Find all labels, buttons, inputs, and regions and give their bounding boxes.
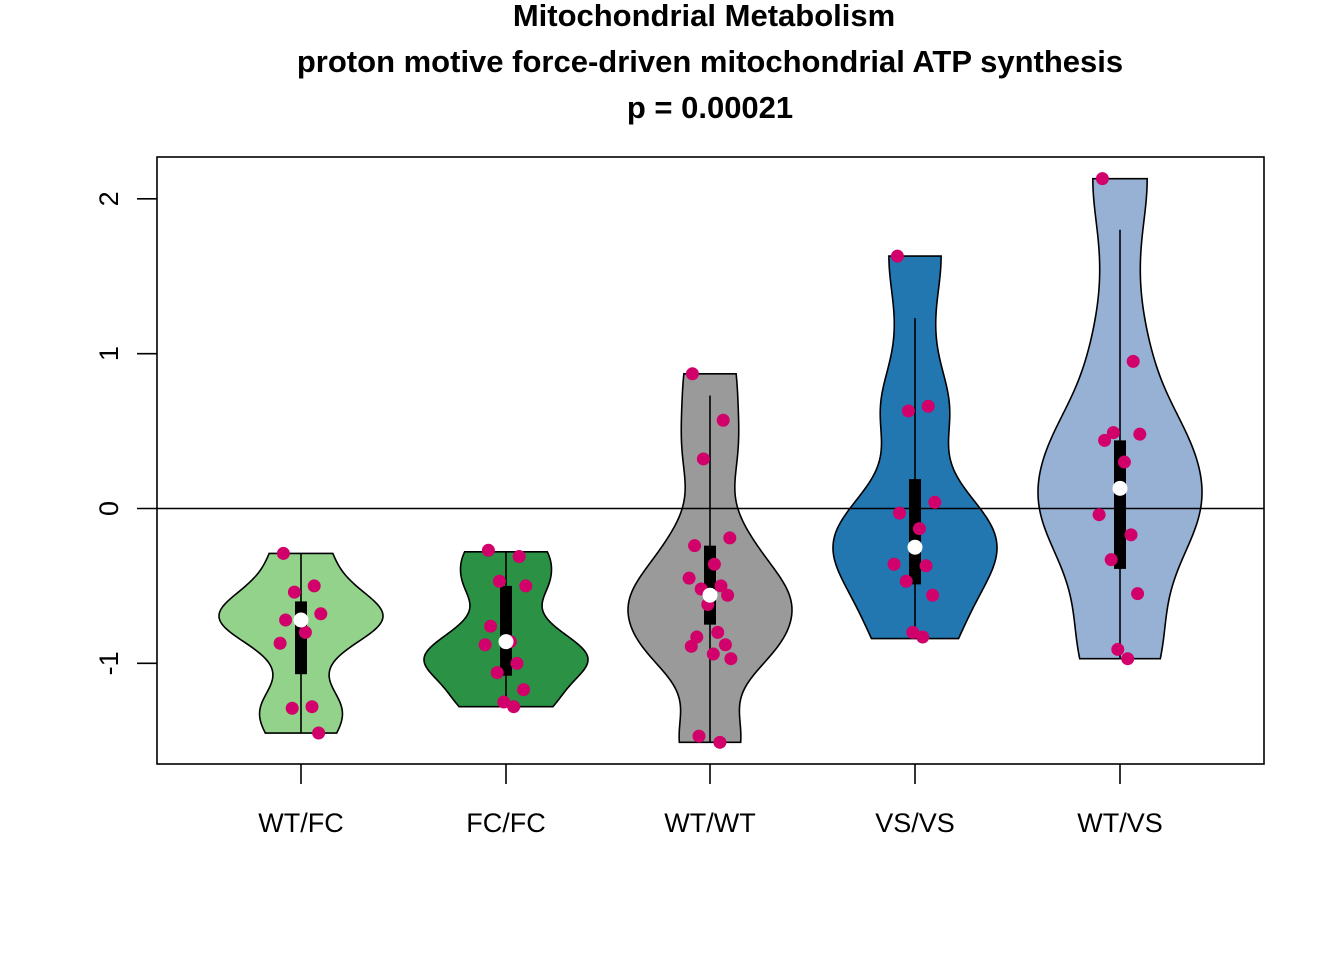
data-point: [1098, 433, 1112, 447]
data-point: [928, 495, 942, 509]
data-point: [721, 588, 735, 602]
iqr-box-wt-vs: [1114, 440, 1126, 569]
data-point: [273, 636, 287, 650]
data-point: [507, 700, 521, 714]
data-point: [685, 367, 699, 381]
data-point: [484, 619, 498, 633]
data-point: [1095, 172, 1109, 186]
data-point: [718, 638, 732, 652]
data-point: [713, 735, 727, 749]
median-marker-wt-fc: [293, 612, 309, 628]
data-point: [916, 630, 930, 644]
violin-layer: [218, 177, 1203, 744]
data-point: [899, 574, 913, 588]
x-tick-label: WT/WT: [664, 808, 755, 838]
data-point: [890, 249, 904, 263]
data-point: [696, 452, 710, 466]
y-tick-label: 1: [94, 346, 124, 361]
data-point: [926, 588, 940, 602]
data-point: [901, 404, 915, 418]
x-tick-label: FC/FC: [466, 808, 545, 838]
data-point: [688, 539, 702, 553]
data-point: [285, 701, 299, 715]
data-point: [478, 638, 492, 652]
data-point: [314, 607, 328, 621]
data-point: [724, 652, 738, 666]
data-point: [1111, 642, 1125, 656]
data-point: [279, 613, 293, 627]
data-point: [893, 506, 907, 520]
median-marker-fc-fc: [498, 634, 514, 650]
data-point: [287, 585, 301, 599]
x-tick-label: VS/VS: [875, 808, 955, 838]
data-point: [481, 543, 495, 557]
data-point: [1121, 652, 1135, 666]
data-point: [714, 579, 728, 593]
data-point: [682, 571, 696, 585]
data-point: [298, 625, 312, 639]
axes-layer: WT/FC FC/FC WT/WT VS/VS WT/VS -1 0 1 2: [94, 191, 1163, 838]
data-point: [1124, 528, 1138, 542]
y-tick-label: 0: [94, 501, 124, 516]
data-point: [723, 531, 737, 545]
data-point: [711, 625, 725, 639]
data-point: [517, 683, 531, 697]
data-point: [1117, 455, 1131, 469]
chart-title: Mitochondrial Metabolism: [513, 0, 895, 33]
data-point: [906, 625, 920, 639]
median-marker-wt-vs: [1112, 480, 1128, 496]
data-point: [706, 647, 720, 661]
data-point: [307, 579, 321, 593]
data-point: [707, 557, 721, 571]
points-layer: [273, 172, 1147, 749]
data-point: [510, 656, 524, 670]
data-point: [1106, 426, 1120, 440]
data-point: [887, 557, 901, 571]
data-point: [684, 639, 698, 653]
data-point: [497, 695, 511, 709]
data-point: [512, 550, 526, 564]
data-point: [276, 546, 290, 560]
chart-pvalue: p = 0.00021: [627, 90, 793, 125]
plot-frame: [156, 156, 1265, 765]
x-tick-label: WT/FC: [258, 808, 343, 838]
data-point: [1104, 553, 1118, 567]
y-tick-label: -1: [94, 651, 124, 675]
data-point: [305, 700, 319, 714]
data-point: [692, 729, 706, 743]
median-marker-vs-vs: [907, 539, 923, 555]
data-point: [912, 522, 926, 536]
iqr-box-fc-fc: [500, 585, 512, 676]
data-point: [312, 726, 326, 740]
data-point: [921, 399, 935, 413]
data-point: [1133, 427, 1147, 441]
x-tick-label: WT/VS: [1077, 808, 1163, 838]
data-point: [1131, 587, 1145, 601]
median-marker-wt-wt: [702, 587, 718, 603]
y-tick-label: 2: [94, 191, 124, 206]
data-point: [1126, 354, 1140, 368]
data-point: [919, 559, 933, 573]
chart-subtitle: proton motive force-driven mitochondrial…: [297, 44, 1123, 79]
data-point: [716, 413, 730, 427]
data-point: [1092, 508, 1106, 522]
data-point: [519, 579, 533, 593]
data-point: [492, 574, 506, 588]
data-point: [490, 666, 504, 680]
